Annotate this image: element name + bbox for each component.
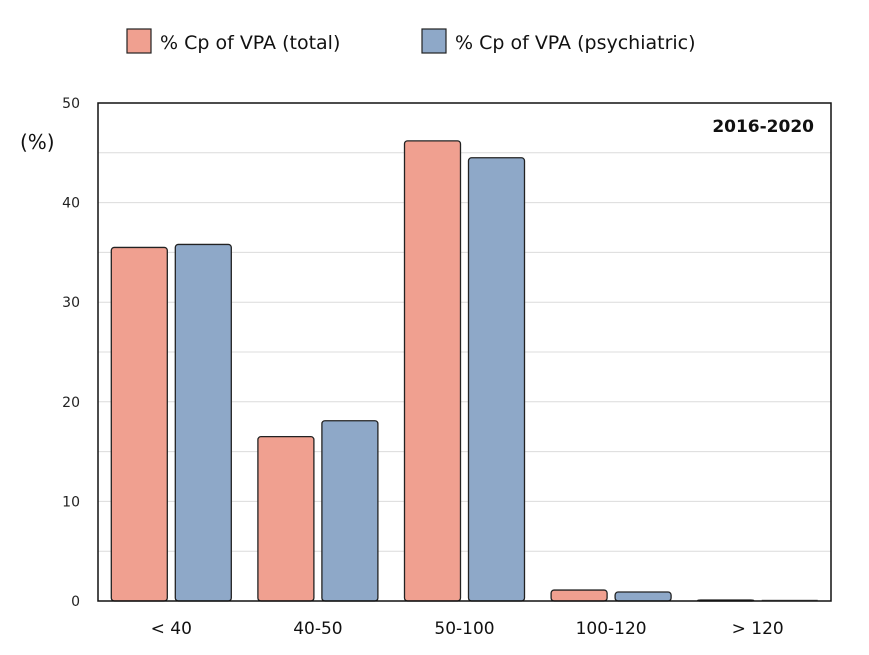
x-tick-label: 100-120 [576,619,647,639]
y-tick-label: 30 [62,295,80,311]
legend-label-psychiatric: % Cp of VPA (psychiatric) [455,32,696,54]
legend-swatch-total [126,28,152,54]
bars [110,140,818,602]
bar-psychiatric [321,420,379,602]
x-axis-labels: < 40 40-50 50-100 100-120 > 120 [151,619,784,639]
y-axis-label: (%) [20,130,55,154]
bar-psychiatric [467,157,526,602]
y-tick-label: 10 [62,494,80,510]
bar-psychiatric [174,243,232,602]
legend: % Cp of VPA (total) % Cp of VPA (psychia… [126,28,696,54]
x-tick-label: > 120 [732,619,784,639]
bar-total [403,140,462,602]
y-tick-label: 50 [62,96,80,112]
legend-label-total: % Cp of VPA (total) [160,32,340,54]
x-tick-label: 40-50 [293,619,342,639]
y-axis-ticks: 0 10 20 30 40 50 [62,96,80,610]
bar-psychiatric [614,591,672,602]
x-tick-label: < 40 [151,619,192,639]
bar-total [550,589,608,602]
y-tick-label: 20 [62,395,80,411]
bar-total [110,246,168,602]
x-tick-label: 50-100 [434,619,494,639]
legend-swatch-psychiatric [421,28,447,54]
period-annotation: 2016-2020 [712,117,814,137]
y-tick-label: 40 [62,196,80,212]
y-tick-label: 0 [71,594,80,610]
bar-total [257,436,315,602]
plot-frame [97,102,832,602]
